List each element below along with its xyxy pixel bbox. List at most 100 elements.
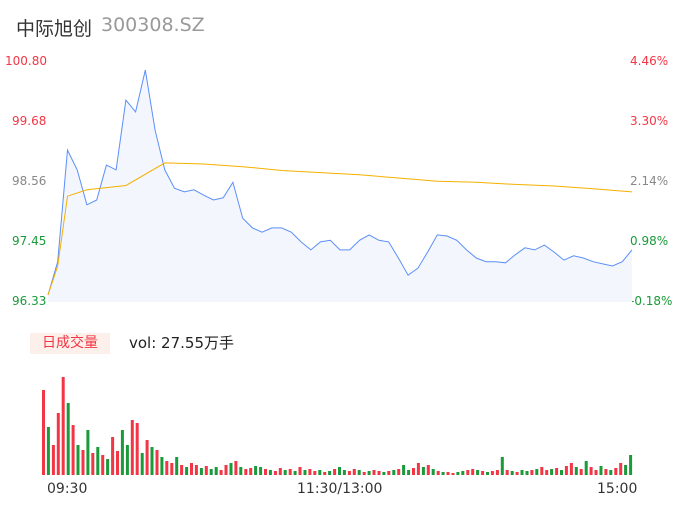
x-tick: 09:30: [47, 481, 88, 497]
volume-bar: [313, 471, 317, 475]
volume-bar: [66, 403, 70, 475]
volume-bar: [318, 470, 322, 475]
volume-bar: [569, 463, 573, 475]
volume-bar: [619, 463, 623, 475]
volume-bar: [259, 467, 263, 475]
volume-bar: [589, 467, 593, 475]
volume-bar: [194, 465, 198, 475]
volume-bar: [342, 470, 346, 475]
volume-bar: [150, 447, 154, 475]
volume-bar: [367, 471, 371, 475]
volume-bar: [540, 467, 544, 475]
stock-name: 中际旭创: [16, 18, 93, 40]
volume-bar: [273, 471, 277, 475]
volume-bar: [525, 471, 529, 475]
volume-bar: [51, 445, 55, 475]
volume-bar: [96, 447, 100, 475]
volume-bar: [545, 470, 549, 475]
y-tick-left: 97.45: [12, 234, 47, 248]
volume-bar: [421, 467, 425, 475]
y-tick-left: 98.56: [12, 174, 47, 188]
volume-bar: [185, 467, 189, 475]
volume-bar: [244, 469, 248, 475]
volume-bar: [564, 466, 568, 475]
volume-bar: [604, 469, 608, 475]
volume-bar: [426, 465, 430, 475]
volume-bar: [357, 470, 361, 475]
volume-bar: [328, 471, 332, 475]
volume-bar: [308, 469, 312, 475]
price-line: [47, 69, 633, 296]
volume-bar: [76, 445, 80, 475]
volume-bar: [402, 465, 406, 475]
volume-bar: [135, 423, 139, 475]
y-tick-right: 3.30%: [630, 114, 669, 128]
volume-bar: [387, 471, 391, 475]
x-tick: 11:30/13:00: [297, 481, 383, 497]
y-tick-right: -0.18%: [630, 294, 673, 308]
volume-bar: [407, 470, 411, 475]
volume-total: vol: 27.55万手: [129, 334, 234, 352]
volume-bar: [288, 469, 292, 475]
volume-bar: [594, 470, 598, 475]
volume-bar: [515, 472, 519, 475]
volume-bar: [471, 469, 475, 475]
volume-bar: [574, 467, 578, 475]
volume-bar: [495, 470, 499, 475]
volume-bar: [268, 470, 272, 475]
volume-tab[interactable]: 日成交量: [30, 333, 110, 354]
volume-bar: [520, 470, 524, 475]
volume-bar: [239, 467, 243, 475]
volume-bar: [490, 471, 494, 475]
volume-bar: [249, 468, 253, 475]
volume-bar: [175, 457, 179, 475]
volume-bar: [446, 472, 450, 475]
price-area: [48, 70, 632, 302]
volume-bar: [624, 465, 628, 475]
volume-bar: [120, 430, 124, 475]
volume-bar: [629, 455, 633, 475]
volume-bar: [505, 470, 509, 475]
volume-bar: [476, 470, 480, 475]
volume-bar: [362, 472, 366, 475]
volume-bar: [155, 450, 159, 475]
volume-bar: [530, 470, 534, 475]
volume-bar: [116, 451, 119, 475]
y-tick-left: 100.80: [5, 54, 47, 68]
volume-bar: [303, 470, 307, 475]
volume-bar: [61, 377, 65, 475]
volume-bar: [165, 461, 169, 475]
volume-bar: [555, 468, 559, 475]
volume-bar: [535, 469, 539, 475]
volume-bar: [106, 459, 110, 475]
stock-code: 300308.SZ: [101, 14, 205, 36]
volume-bar: [500, 457, 504, 475]
volume-bar: [599, 466, 603, 475]
volume-bar: [560, 470, 563, 475]
x-tick: 15:00: [597, 481, 638, 497]
volume-bar: [441, 472, 445, 475]
volume-bar: [293, 471, 297, 475]
volume-bar: [42, 390, 45, 475]
volume-bar: [412, 468, 415, 475]
volume-bar: [170, 463, 174, 475]
volume-bar: [352, 469, 356, 475]
volume-bar: [219, 470, 223, 475]
y-tick-right: 2.14%: [630, 174, 669, 188]
volume-bar: [130, 420, 134, 475]
volume-bar: [209, 469, 213, 475]
volume-bar: [372, 470, 376, 475]
volume-bar: [204, 466, 208, 475]
y-tick-left: 99.68: [12, 114, 47, 128]
volume-bar: [224, 465, 228, 475]
volume-bar: [56, 413, 60, 475]
volume-bar: [436, 471, 440, 475]
volume-bar: [466, 470, 470, 475]
volume-bar: [609, 470, 613, 475]
volume-bar: [431, 469, 435, 475]
volume-bar: [190, 463, 193, 475]
y-tick-left: 96.33: [12, 294, 47, 308]
volume-bar: [160, 457, 164, 475]
volume-bar: [46, 427, 50, 475]
volume-bar: [180, 465, 184, 475]
